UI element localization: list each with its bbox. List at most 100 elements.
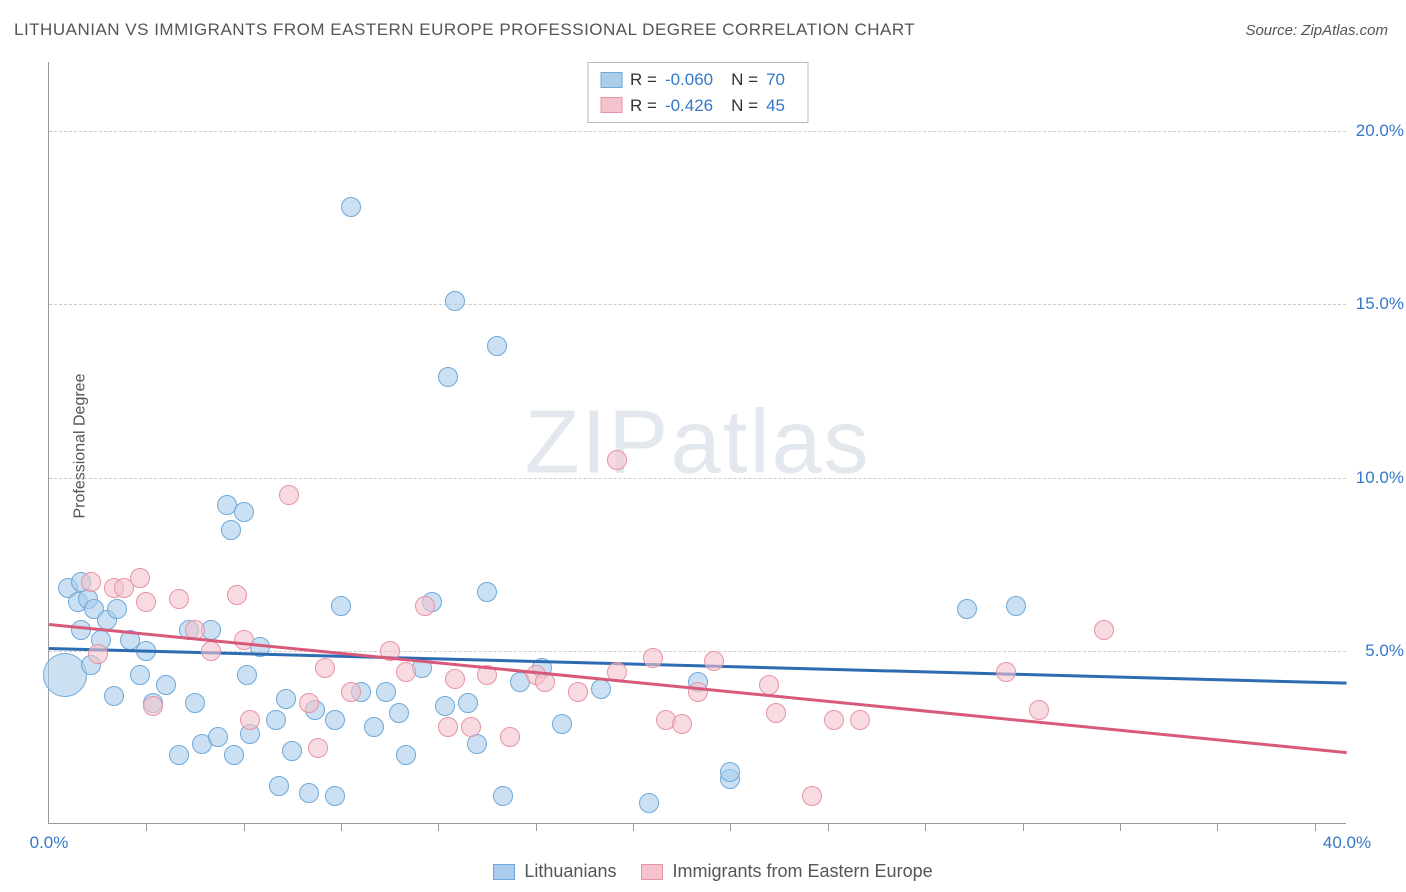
- stats-legend-box: R = -0.060 N = 70 R = -0.426 N = 45: [587, 62, 808, 123]
- legend-label-series2: Immigrants from Eastern Europe: [673, 861, 933, 881]
- scatter-point: [591, 679, 611, 699]
- scatter-point: [43, 653, 87, 697]
- scatter-point: [240, 710, 260, 730]
- x-tick-mark: [1120, 823, 1121, 831]
- stats-row-series1: R = -0.060 N = 70: [600, 67, 795, 93]
- x-tick-mark: [828, 823, 829, 831]
- scatter-point: [88, 644, 108, 664]
- r-value-series1: -0.060: [665, 67, 713, 93]
- scatter-point: [299, 783, 319, 803]
- scatter-point: [435, 696, 455, 716]
- stats-row-series2: R = -0.426 N = 45: [600, 93, 795, 119]
- n-label: N =: [731, 93, 758, 119]
- scatter-point: [299, 693, 319, 713]
- scatter-point: [266, 710, 286, 730]
- scatter-point: [396, 745, 416, 765]
- scatter-point: [208, 727, 228, 747]
- scatter-point: [234, 630, 254, 650]
- scatter-point: [477, 582, 497, 602]
- x-tick-mark: [244, 823, 245, 831]
- scatter-point: [341, 197, 361, 217]
- source-attribution: Source: ZipAtlas.com: [1245, 22, 1388, 39]
- scatter-point: [331, 596, 351, 616]
- scatter-point: [269, 776, 289, 796]
- x-tick-label: 0.0%: [30, 833, 69, 853]
- scatter-point: [672, 714, 692, 734]
- n-value-series1: 70: [766, 67, 785, 93]
- scatter-point: [227, 585, 247, 605]
- scatter-point: [487, 336, 507, 356]
- scatter-point: [766, 703, 786, 723]
- scatter-point: [201, 641, 221, 661]
- gridline-h: [49, 304, 1346, 305]
- scatter-point: [315, 658, 335, 678]
- scatter-point: [568, 682, 588, 702]
- scatter-point: [1029, 700, 1049, 720]
- scatter-point: [221, 520, 241, 540]
- scatter-point: [704, 651, 724, 671]
- scatter-point: [458, 693, 478, 713]
- x-tick-mark: [730, 823, 731, 831]
- x-tick-mark: [536, 823, 537, 831]
- scatter-point: [107, 599, 127, 619]
- x-tick-mark: [1023, 823, 1024, 831]
- scatter-point: [130, 568, 150, 588]
- gridline-h: [49, 131, 1346, 132]
- scatter-point: [688, 682, 708, 702]
- scatter-point: [308, 738, 328, 758]
- scatter-point: [104, 686, 124, 706]
- scatter-point: [802, 786, 822, 806]
- scatter-point: [169, 745, 189, 765]
- scatter-point: [445, 291, 465, 311]
- scatter-point: [136, 592, 156, 612]
- y-tick-label: 15.0%: [1356, 294, 1404, 314]
- swatch-series2: [641, 864, 663, 880]
- scatter-point: [276, 689, 296, 709]
- scatter-point: [237, 665, 257, 685]
- scatter-point: [643, 648, 663, 668]
- scatter-point: [224, 745, 244, 765]
- scatter-point: [341, 682, 361, 702]
- scatter-point: [957, 599, 977, 619]
- scatter-point: [396, 662, 416, 682]
- r-value-series2: -0.426: [665, 93, 713, 119]
- scatter-point: [493, 786, 513, 806]
- scatter-point: [1094, 620, 1114, 640]
- y-tick-label: 5.0%: [1365, 641, 1404, 661]
- scatter-point: [438, 367, 458, 387]
- y-tick-label: 20.0%: [1356, 121, 1404, 141]
- n-value-series2: 45: [766, 93, 785, 119]
- scatter-point: [169, 589, 189, 609]
- scatter-point: [325, 710, 345, 730]
- chart-title: LITHUANIAN VS IMMIGRANTS FROM EASTERN EU…: [14, 20, 915, 40]
- scatter-point: [415, 596, 435, 616]
- scatter-point: [552, 714, 572, 734]
- r-label: R =: [630, 67, 657, 93]
- x-tick-mark: [146, 823, 147, 831]
- scatter-point: [376, 682, 396, 702]
- scatter-point: [607, 450, 627, 470]
- scatter-point: [185, 693, 205, 713]
- n-label: N =: [731, 67, 758, 93]
- legend-label-series1: Lithuanians: [524, 861, 616, 881]
- bottom-legend: Lithuanians Immigrants from Eastern Euro…: [0, 861, 1406, 882]
- swatch-series1: [493, 864, 515, 880]
- scatter-point: [720, 762, 740, 782]
- scatter-point: [438, 717, 458, 737]
- scatter-point: [824, 710, 844, 730]
- x-tick-mark: [1315, 823, 1316, 831]
- x-tick-mark: [633, 823, 634, 831]
- r-label: R =: [630, 93, 657, 119]
- scatter-point: [996, 662, 1016, 682]
- scatter-point: [71, 620, 91, 640]
- scatter-plot-area: ZIPatlas R = -0.060 N = 70 R = -0.426 N …: [48, 62, 1346, 824]
- y-tick-label: 10.0%: [1356, 468, 1404, 488]
- scatter-point: [282, 741, 302, 761]
- swatch-series2: [600, 97, 622, 113]
- scatter-point: [639, 793, 659, 813]
- x-tick-mark: [925, 823, 926, 831]
- scatter-point: [130, 665, 150, 685]
- swatch-series1: [600, 72, 622, 88]
- x-tick-mark: [1217, 823, 1218, 831]
- gridline-h: [49, 478, 1346, 479]
